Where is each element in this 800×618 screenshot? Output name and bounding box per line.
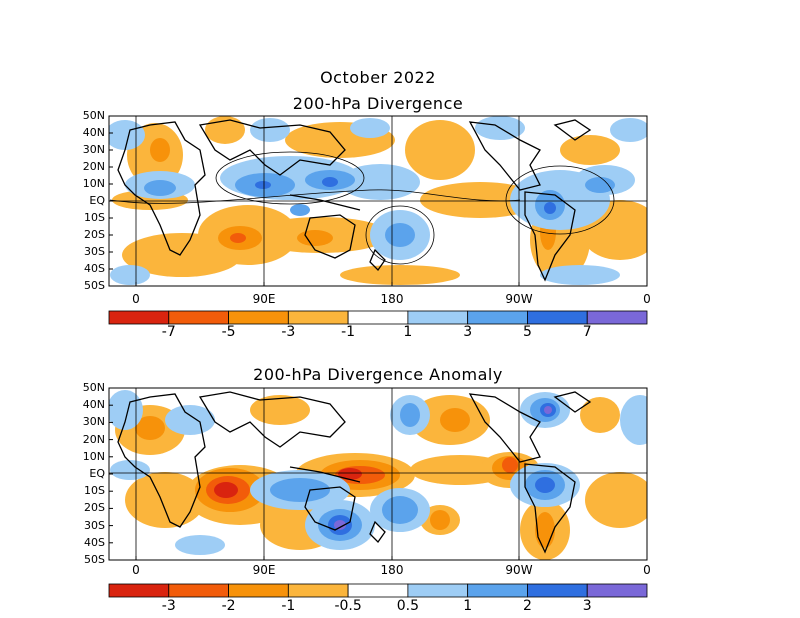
divergence-anomaly-map	[108, 387, 648, 561]
anomaly-shading	[109, 390, 647, 560]
colorbar-swatch	[287, 310, 349, 325]
colorbar-label: 1	[463, 598, 473, 614]
lon-label: 0	[132, 292, 140, 306]
colorbar-label: -1	[341, 324, 356, 340]
colorbar-label: -5	[221, 324, 236, 340]
colorbar-swatch	[527, 583, 588, 598]
lat-label: 50S	[84, 553, 105, 566]
lat-label: EQ	[89, 467, 105, 480]
colorbar-swatch	[407, 310, 469, 325]
colorbar-swatch	[347, 583, 409, 598]
colorbar-label: 7	[582, 324, 592, 340]
lat-label: 30N	[82, 143, 105, 156]
colorbar-swatch	[168, 583, 229, 598]
colorbar-label: -2	[221, 598, 236, 614]
lat-label: 10N	[82, 177, 105, 190]
lon-label: 0	[643, 563, 651, 577]
lat-label: 40N	[82, 398, 105, 412]
lat-label: 20N	[82, 432, 105, 446]
colorbar-label: -1	[281, 598, 296, 614]
colorbar-label: -3	[161, 598, 176, 614]
divergence-colorbar	[108, 310, 648, 325]
divergence-shading	[109, 116, 647, 285]
lon-label: 0	[132, 563, 140, 577]
lat-label: EQ	[89, 194, 105, 207]
lat-label: 40N	[82, 126, 105, 139]
colorbar-swatch	[228, 583, 289, 598]
colorbar-label: -3	[281, 324, 296, 340]
lat-label: 30N	[82, 415, 105, 429]
lon-label: 180	[380, 563, 404, 577]
colorbar-label: -0.5	[334, 598, 362, 614]
colorbar-swatch	[586, 583, 648, 598]
lon-label: 180	[380, 292, 404, 306]
page-title: October 2022	[320, 68, 436, 87]
anomaly-colorbar	[108, 583, 648, 598]
colorbar-swatch	[108, 310, 170, 325]
lat-label: 10S	[84, 484, 105, 498]
lat-label: 20N	[82, 160, 105, 173]
lon-label: 90W	[505, 292, 533, 306]
colorbar-label: 3	[463, 324, 473, 340]
colorbar-swatch	[108, 583, 170, 598]
colorbar-swatch	[228, 310, 289, 325]
divergence-map	[108, 115, 648, 287]
lon-label: 0	[643, 292, 651, 306]
panel1-title: 200-hPa Divergence	[292, 94, 464, 113]
lat-label: 40S	[84, 535, 105, 549]
lon-label: 90E	[252, 563, 276, 577]
colorbar-swatch	[407, 583, 469, 598]
colorbar-swatch	[586, 310, 648, 325]
lon-label: 90W	[505, 563, 533, 577]
colorbar-swatch	[347, 310, 409, 325]
lat-label: 50N	[82, 109, 105, 122]
colorbar-swatch	[168, 310, 229, 325]
colorbar-label: 5	[522, 324, 532, 340]
colorbar-label: 2	[522, 598, 532, 614]
colorbar-label: 1	[403, 324, 413, 340]
lat-label: 20S	[84, 501, 105, 515]
lat-label: 10N	[82, 449, 105, 463]
lat-label: 30S	[84, 245, 105, 258]
lat-label: 50N	[82, 381, 105, 394]
lat-label: 20S	[84, 228, 105, 241]
colorbar-label: -7	[161, 324, 176, 340]
lon-label: 90E	[252, 292, 276, 306]
lat-label: 40S	[84, 262, 105, 275]
colorbar-swatch	[467, 310, 528, 325]
colorbar-swatch	[287, 583, 349, 598]
lat-label: 30S	[84, 518, 105, 532]
colorbar-label: 0.5	[396, 598, 419, 614]
colorbar-label: 3	[582, 598, 592, 614]
lat-label: 10S	[84, 211, 105, 224]
lat-label: 50S	[84, 279, 105, 292]
colorbar-swatch	[467, 583, 528, 598]
panel2-title: 200-hPa Divergence Anomaly	[253, 365, 503, 384]
colorbar-swatch	[527, 310, 588, 325]
